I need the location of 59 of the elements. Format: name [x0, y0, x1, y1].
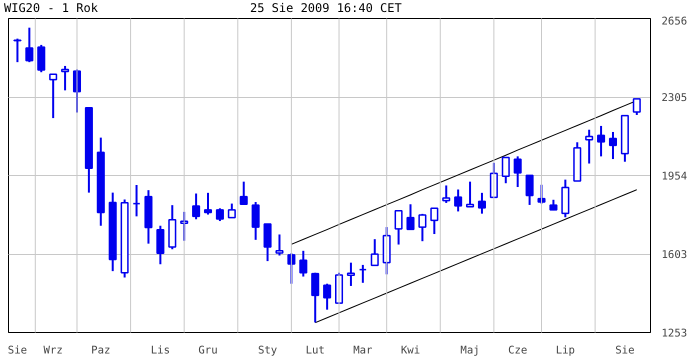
candlestick: [418, 212, 426, 242]
candlestick: [346, 262, 355, 287]
y-tick-label: 1603: [662, 248, 688, 262]
candlestick: [370, 238, 379, 267]
x-tick-label: Lip: [556, 344, 575, 356]
candlestick: [311, 272, 320, 324]
candlestick: [13, 38, 22, 64]
candlestick: [323, 282, 332, 311]
candlestick: [37, 44, 46, 74]
candlestick: [252, 201, 260, 241]
candlestick: [240, 180, 248, 206]
candlestick: [192, 192, 200, 220]
candlestick: [156, 224, 164, 266]
chart-title: WIG20 - 1 Rok: [4, 0, 98, 17]
candlestick: [275, 233, 284, 257]
candlestick: [632, 98, 641, 116]
candlestick: [358, 264, 367, 284]
x-tick-label: Lis: [150, 344, 170, 356]
candlestick: [430, 207, 438, 236]
candlestick: [466, 180, 474, 208]
x-tick-label: Cze: [508, 344, 528, 356]
x-tick-label: Lut: [306, 344, 325, 356]
x-tick-label: Sie: [615, 344, 635, 356]
candlestick: [478, 192, 486, 215]
x-tick-label: Sty: [258, 344, 278, 356]
candlestick: [299, 250, 308, 278]
x-tick-label: Maj: [460, 344, 480, 356]
candlestick: [537, 184, 546, 205]
candlestick: [49, 73, 58, 120]
y-tick-label: 1954: [662, 170, 688, 183]
candlestick: [228, 202, 236, 219]
candlestick: [454, 188, 462, 212]
candlestick: [502, 156, 510, 184]
candlestick: [132, 184, 141, 218]
y-tick-label: 1253: [662, 326, 688, 340]
y-tick-label: 2305: [662, 91, 688, 104]
candlestick: [61, 64, 70, 92]
candlestick: [597, 124, 606, 158]
candlestick: [514, 155, 522, 188]
candlestick: [526, 174, 534, 206]
x-tick-label: Gru: [198, 344, 218, 356]
candlestick: [180, 210, 188, 242]
x-tick-label: Paz: [91, 344, 110, 356]
candlestick: [264, 222, 272, 262]
candlestick: [394, 210, 403, 246]
y-tick-label: 2656: [662, 14, 688, 28]
x-tick-label: Kwi: [400, 344, 420, 356]
candlestick: [442, 184, 450, 204]
candlestick: [204, 192, 212, 216]
candlestick: [608, 130, 618, 160]
chart-subtitle: 25 Sie 2009 16:40 CET: [250, 0, 402, 17]
candlestick: [216, 207, 224, 222]
candlestick: [25, 26, 34, 64]
x-tick-label: Sie: [8, 344, 28, 356]
candlestick: [585, 128, 594, 165]
candlestick: [406, 203, 415, 230]
x-tick-label: Wrz: [44, 344, 63, 356]
line-series: [314, 189, 638, 324]
x-tick-label: Mar: [353, 344, 374, 356]
